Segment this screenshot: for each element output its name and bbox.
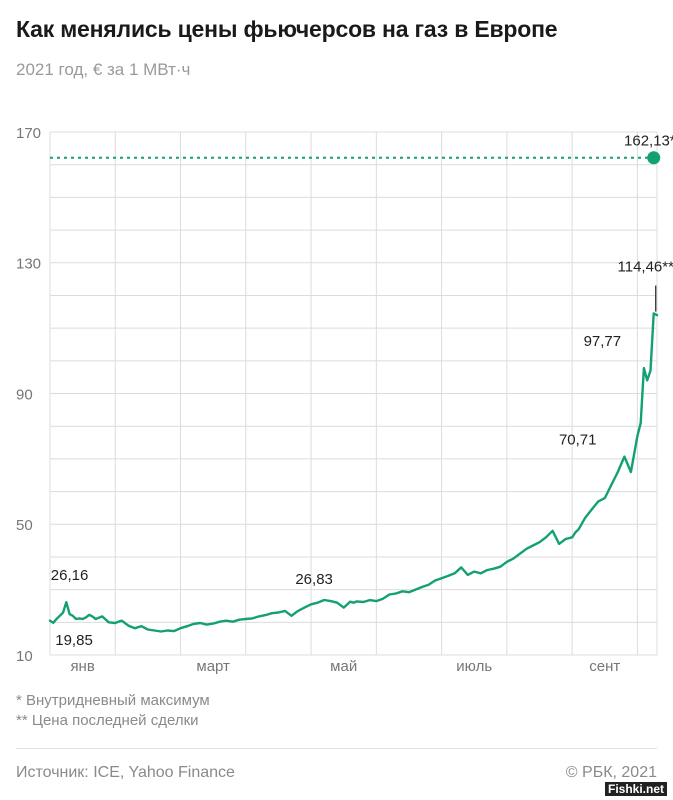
annotations: 26,16 19,85 26,83 70,71 97,77 114,46** [51, 259, 673, 649]
data-label: 70,71 [559, 432, 597, 449]
chart-grid [49, 131, 658, 656]
watermark: Fishki.net [604, 782, 667, 796]
max-label: 162,13* [624, 133, 673, 150]
reference-line: 162,13* [50, 133, 673, 165]
max-point [647, 151, 661, 165]
y-tick-label: 170 [16, 125, 41, 142]
source-text: Источник: ICE, Yahoo Finance [16, 764, 235, 781]
chart-title: Как менялись цены фьючерсов на газ в Евр… [16, 16, 558, 42]
data-label: 114,46** [618, 259, 673, 276]
data-label: 26,83 [295, 571, 333, 588]
x-axis: янв март май июль сент [70, 658, 620, 675]
y-tick-label: 50 [16, 517, 33, 534]
x-tick-label: июль [456, 658, 492, 675]
y-tick-label: 10 [16, 648, 33, 665]
y-tick-label: 90 [16, 386, 33, 403]
x-tick-label: май [330, 658, 357, 675]
chart-subtitle: 2021 год, € за 1 МВт·ч [16, 60, 191, 79]
data-label: 97,77 [584, 333, 622, 350]
footnote-last-trade: ** Цена последней сделки [16, 712, 199, 729]
y-axis: 10 50 90 130 170 [16, 125, 41, 665]
x-tick-label: сент [589, 658, 620, 675]
copyright-text: © РБК, 2021 [565, 764, 657, 781]
data-label: 26,16 [51, 567, 89, 584]
data-label: 19,85 [55, 632, 93, 649]
price-series [48, 312, 659, 633]
footer-divider [16, 748, 657, 749]
footnote-intraday-max: * Внутридневный максимум [16, 692, 210, 709]
x-tick-label: март [196, 658, 230, 675]
y-tick-label: 130 [16, 256, 41, 273]
x-tick-label: янв [70, 658, 94, 675]
price-line [48, 312, 659, 633]
